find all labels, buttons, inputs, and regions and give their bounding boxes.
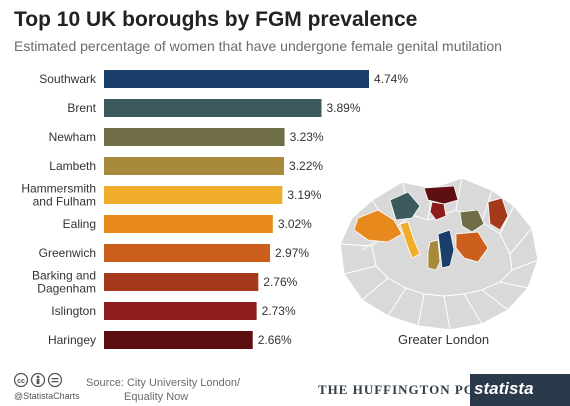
map-greenwich bbox=[455, 231, 489, 263]
category-label: Newham bbox=[49, 130, 96, 144]
bar bbox=[104, 215, 273, 233]
bar bbox=[104, 99, 322, 117]
source-note: Source: City University London/ Equality… bbox=[86, 376, 240, 404]
bar bbox=[104, 128, 285, 146]
bar-value-label: 2.76% bbox=[263, 275, 297, 289]
category-label-line: Hammersmith bbox=[21, 182, 96, 196]
bar bbox=[104, 331, 253, 349]
bar bbox=[104, 273, 259, 291]
bar bbox=[104, 157, 285, 175]
bar bbox=[104, 186, 283, 204]
bar-value-label: 4.74% bbox=[374, 72, 408, 86]
huffington-post-logo: THE HUFFINGTON POST bbox=[318, 382, 493, 397]
bar-value-label: 2.66% bbox=[258, 333, 292, 347]
map-ealing bbox=[353, 209, 403, 243]
map-caption: Greater London bbox=[398, 332, 490, 347]
map-southwark bbox=[437, 229, 455, 269]
chart-subtitle: Estimated percentage of women that have … bbox=[14, 38, 502, 54]
bar bbox=[104, 244, 271, 262]
map-hammersmith bbox=[399, 221, 421, 259]
creative-commons-icons: cc bbox=[14, 372, 63, 388]
category-label-line: Islington bbox=[51, 304, 96, 318]
svg-text:cc: cc bbox=[17, 378, 25, 385]
source-line-2: Equality Now bbox=[124, 391, 189, 403]
london-map bbox=[339, 177, 539, 331]
bar-chart: 4.74% Southwark 3.89% Brent 3.23% Newham 3.22%… bbox=[21, 70, 408, 349]
map-brent bbox=[389, 191, 421, 221]
category-label-line: Haringey bbox=[48, 333, 96, 347]
category-label-line: Ealing bbox=[63, 217, 96, 231]
category-label: Islington bbox=[51, 304, 96, 318]
bar-value-label: 3.19% bbox=[287, 188, 321, 202]
category-label-line: Brent bbox=[67, 101, 96, 115]
category-label: Haringey bbox=[48, 333, 96, 347]
bar-value-label: 2.97% bbox=[275, 246, 309, 260]
category-label: Southwark bbox=[39, 72, 97, 86]
map-barking bbox=[487, 197, 509, 231]
category-label-line: Greenwich bbox=[39, 246, 96, 260]
chart-title: Top 10 UK boroughs by FGM prevalence bbox=[14, 8, 418, 31]
bar bbox=[104, 70, 369, 88]
bar-value-label: 3.23% bbox=[290, 130, 324, 144]
bar-value-label: 3.22% bbox=[289, 159, 323, 173]
category-label-line: Southwark bbox=[39, 72, 97, 86]
category-label-line: Barking and bbox=[32, 269, 96, 283]
no-derivatives-icon bbox=[47, 372, 63, 388]
category-label: Lambeth bbox=[49, 159, 96, 173]
map-haringey bbox=[423, 185, 459, 205]
category-label-line: Dagenham bbox=[37, 282, 96, 296]
map-newham bbox=[459, 209, 485, 233]
category-label: Hammersmith and Fulham bbox=[21, 182, 96, 209]
category-label: Greenwich bbox=[39, 246, 96, 260]
statista-logo: statista bbox=[474, 379, 534, 398]
category-label-line: and Fulham bbox=[33, 195, 96, 209]
bar-value-label: 3.89% bbox=[326, 101, 360, 115]
category-label-line: Lambeth bbox=[49, 159, 96, 173]
category-label: Barking and Dagenham bbox=[32, 269, 96, 296]
category-label: Ealing bbox=[63, 217, 96, 231]
bar-value-label: 2.73% bbox=[262, 304, 296, 318]
bar bbox=[104, 302, 257, 320]
attribution-icon bbox=[30, 372, 46, 388]
map-lambeth bbox=[427, 239, 441, 271]
source-line-1: Source: City University London/ bbox=[86, 377, 241, 389]
map-islington bbox=[429, 201, 447, 221]
bar-value-label: 3.02% bbox=[278, 217, 312, 231]
cc-icon bbox=[14, 372, 29, 388]
category-label: Brent bbox=[67, 101, 96, 115]
statista-charts-handle: @StatistaCharts bbox=[14, 391, 80, 401]
statista-logo-band bbox=[470, 374, 570, 406]
category-label-line: Newham bbox=[49, 130, 96, 144]
